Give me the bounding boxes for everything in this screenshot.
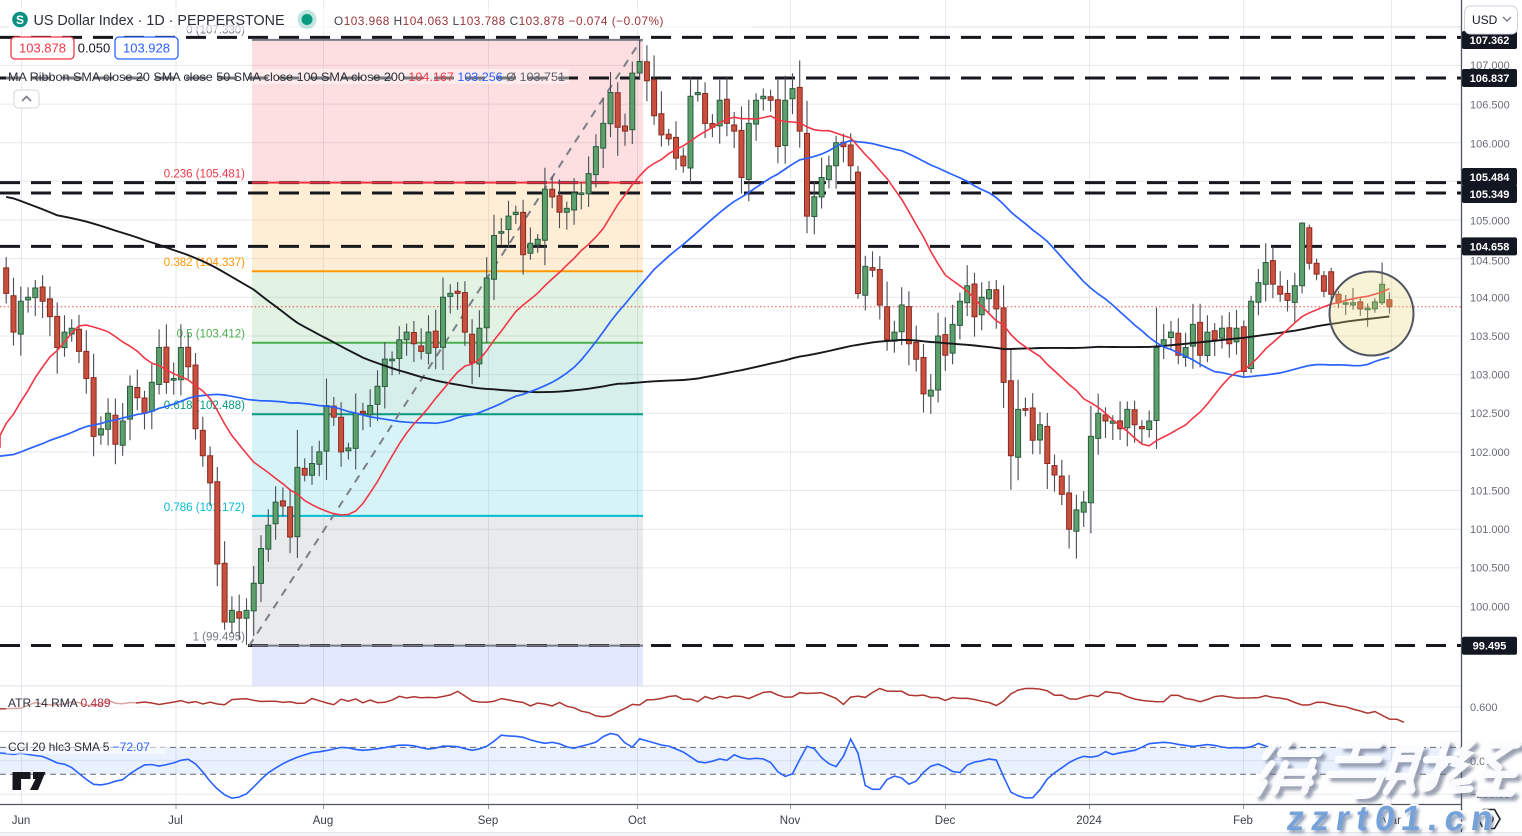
svg-text:100.500: 100.500 xyxy=(1470,563,1510,575)
svg-text:Feb: Feb xyxy=(1233,815,1253,827)
svg-text:zzrt01.cn: zzrt01.cn xyxy=(1284,799,1502,836)
svg-text:ATR 14 RMA 0.489: ATR 14 RMA 0.489 xyxy=(8,696,111,710)
svg-text:0.050: 0.050 xyxy=(78,41,111,56)
svg-text:106.500: 106.500 xyxy=(1470,100,1510,112)
svg-text:103.000: 103.000 xyxy=(1470,370,1510,382)
svg-text:Oct: Oct xyxy=(628,815,647,827)
svg-text:Mar: Mar xyxy=(1381,815,1401,827)
svg-text:104.000: 104.000 xyxy=(1470,292,1510,304)
svg-text:104.658: 104.658 xyxy=(1470,241,1510,253)
svg-text:Dec: Dec xyxy=(935,815,956,827)
svg-text:1 (99.495): 1 (99.495) xyxy=(193,632,246,644)
svg-text:100.000: 100.000 xyxy=(1470,601,1510,613)
svg-text:101.000: 101.000 xyxy=(1470,524,1510,536)
svg-text:Jun: Jun xyxy=(12,815,31,827)
svg-text:0.382 (104.337): 0.382 (104.337) xyxy=(164,257,245,269)
svg-text:0.236 (105.481): 0.236 (105.481) xyxy=(164,169,245,181)
svg-text:105.484: 105.484 xyxy=(1470,172,1511,184)
svg-text:CCI 20 hlc3 SMA 5 −72.07: CCI 20 hlc3 SMA 5 −72.07 xyxy=(8,740,150,754)
svg-text:106.837: 106.837 xyxy=(1470,73,1510,85)
svg-text:103.878: 103.878 xyxy=(19,41,66,56)
svg-text:zzrt01.cn: zzrt01.cn xyxy=(1284,799,1502,836)
svg-text:105.000: 105.000 xyxy=(1470,216,1510,228)
svg-text:US Dollar Index · 1D · PEPPERS: US Dollar Index · 1D · PEPPERSTONE xyxy=(34,12,285,29)
svg-text:S: S xyxy=(16,13,24,27)
svg-text:102.000: 102.000 xyxy=(1470,447,1510,459)
svg-text:Aug: Aug xyxy=(313,815,333,827)
svg-text:99.495: 99.495 xyxy=(1473,641,1507,653)
svg-text:MA Ribbon SMA close 20 SMA clo: MA Ribbon SMA close 20 SMA close 50 SMA … xyxy=(8,70,565,84)
svg-text:103.500: 103.500 xyxy=(1470,331,1510,343)
svg-text:Jul: Jul xyxy=(168,815,183,827)
svg-text:105.349: 105.349 xyxy=(1470,189,1510,201)
svg-text:2024: 2024 xyxy=(1076,815,1102,827)
svg-text:106.000: 106.000 xyxy=(1470,138,1510,150)
svg-text:0.5 (103.412): 0.5 (103.412) xyxy=(177,329,246,341)
svg-text:0.786 (101.172): 0.786 (101.172) xyxy=(164,502,245,514)
svg-text:USD: USD xyxy=(1472,13,1498,27)
svg-text:0.618 (102.488): 0.618 (102.488) xyxy=(164,400,245,412)
svg-text:104.500: 104.500 xyxy=(1470,256,1510,268)
svg-text:102.500: 102.500 xyxy=(1470,408,1510,420)
svg-text:0.600: 0.600 xyxy=(1470,702,1498,714)
svg-text:103.928: 103.928 xyxy=(123,41,170,56)
svg-text:O103.968 H104.063 L103.788 C10: O103.968 H104.063 L103.788 C103.878 −0.0… xyxy=(334,14,664,28)
svg-text:Sep: Sep xyxy=(478,815,498,827)
svg-text:107.362: 107.362 xyxy=(1470,35,1510,47)
svg-text:101.500: 101.500 xyxy=(1470,486,1510,498)
svg-text:zzrt01.cn: zzrt01.cn xyxy=(1287,802,1505,836)
svg-text:Nov: Nov xyxy=(780,815,801,827)
